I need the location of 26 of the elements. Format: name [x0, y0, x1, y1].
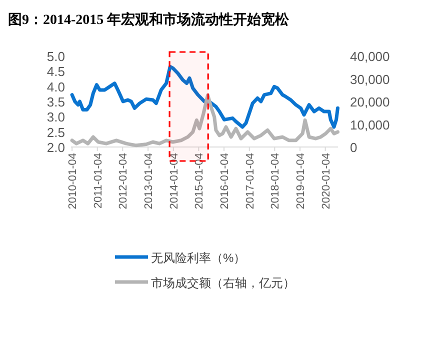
y-tick-label: 4.5 [46, 64, 65, 80]
y2-tick-label: 40,000 [350, 49, 390, 64]
x-tick-label: 2015-01-04 [194, 153, 206, 210]
x-tick-label: 2018-01-04 [270, 153, 282, 210]
y-tick-label: 2.5 [46, 124, 65, 140]
x-tick-label: 2014-01-04 [168, 153, 180, 210]
x-tick-label: 2012-01-04 [118, 153, 130, 210]
x-tick-label: 2011-01-04 [92, 153, 104, 208]
x-tick-label: 2019-01-04 [294, 153, 307, 210]
legend-label: 市场成交额（右轴，亿元） [151, 276, 295, 290]
x-tick-label: 2010-01-04 [67, 153, 80, 210]
y-tick-label: 4.0 [46, 79, 65, 94]
y-tick-label: 3.5 [46, 94, 65, 110]
y-tick-label: 5.0 [46, 49, 65, 64]
y-tick-label: 2.0 [46, 140, 65, 155]
legend-label: 无风险利率（%） [151, 251, 246, 265]
x-tick-label: 2013-01-04 [143, 153, 156, 210]
x-tick-label: 2017-01-04 [244, 153, 256, 210]
y2-tick-label: 20,000 [350, 94, 390, 110]
y2-tick-label: 30,000 [350, 72, 390, 87]
x-tick-label: 2016-01-04 [218, 153, 231, 210]
y2-tick-label: 0 [350, 140, 358, 155]
y2-tick-label: 10,000 [350, 117, 390, 132]
chart-title: 图9：2014-2015 年宏观和市场流动性开始宽松 [8, 11, 290, 28]
y-tick-label: 3.0 [46, 110, 65, 125]
x-tick-label: 2020-01-04 [320, 153, 332, 210]
